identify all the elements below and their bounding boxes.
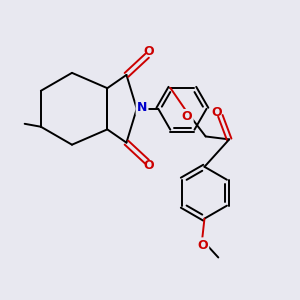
- Text: O: O: [144, 45, 154, 58]
- Text: N: N: [137, 101, 147, 114]
- Text: O: O: [182, 110, 192, 123]
- Text: O: O: [211, 106, 222, 118]
- Text: O: O: [144, 159, 154, 172]
- Text: O: O: [197, 238, 208, 252]
